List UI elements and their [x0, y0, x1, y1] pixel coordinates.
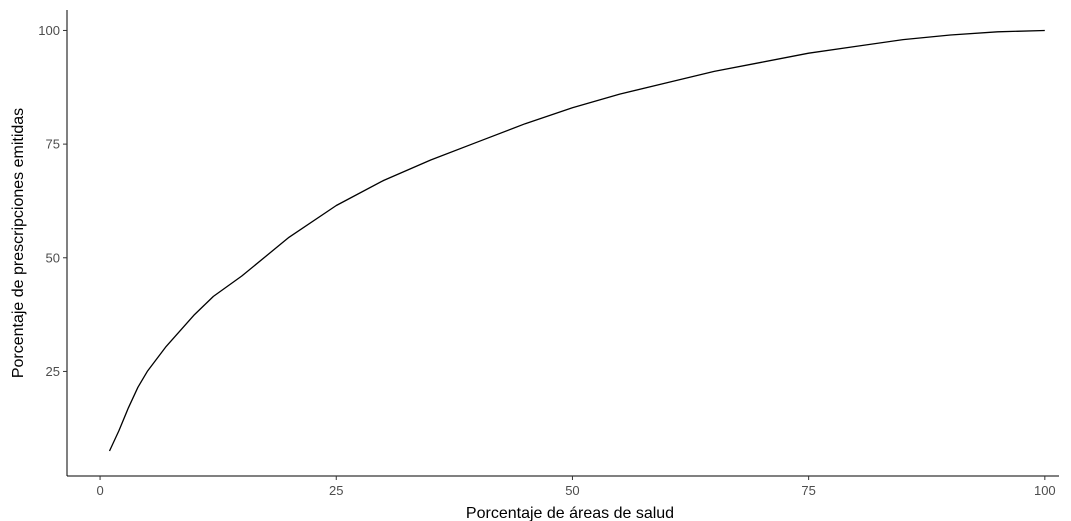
series-layer	[108, 29, 1045, 452]
y-tick-label: 100	[38, 23, 60, 38]
y-tick-label: 25	[46, 364, 60, 379]
x-tick-label: 25	[329, 483, 343, 498]
x-axis-title: Porcentaje de áreas de salud	[466, 505, 674, 521]
series-line	[108, 29, 1045, 452]
x-tick-label: 75	[801, 483, 815, 498]
x-tick-label: 50	[565, 483, 579, 498]
x-tick-label: 100	[1034, 483, 1056, 498]
ticks-layer: 0 25 50 75 100 25 50 75 100	[38, 23, 1055, 498]
y-axis-title: Porcentaje de prescripciones emitidas	[10, 108, 27, 378]
y-tick-label: 75	[46, 137, 60, 152]
axes-layer	[66, 10, 1059, 477]
y-tick-label: 50	[46, 250, 60, 265]
x-tick-label: 0	[96, 483, 103, 498]
